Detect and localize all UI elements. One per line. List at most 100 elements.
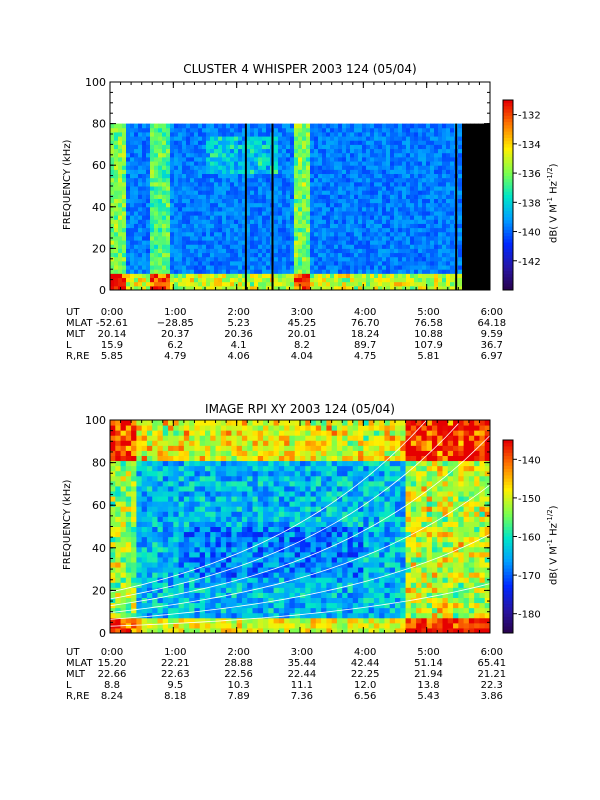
spectrogram-cell (450, 165, 455, 170)
spectrogram-cell (294, 186, 299, 191)
spectrogram-cell (278, 177, 283, 183)
spectrogram-cell (214, 265, 219, 270)
spectrogram-cell (150, 244, 155, 249)
spectrogram-cell (186, 177, 191, 183)
spectrogram-cell (131, 572, 137, 578)
spectrogram-cell (125, 627, 132, 634)
spectrogram-cell (466, 161, 471, 166)
spectrogram-cell (110, 273, 115, 279)
spectrogram-cell (430, 215, 435, 220)
spectrogram-cell (278, 181, 283, 187)
spectrogram-cell (206, 127, 211, 133)
spectrogram-cell (178, 198, 183, 204)
spectrogram-cell (110, 252, 115, 258)
spectrogram-cell (410, 148, 415, 154)
spectrogram-cell (214, 244, 219, 249)
spectrogram-cell (358, 231, 363, 237)
spectrogram-cell (186, 173, 191, 179)
spectrogram-cell (226, 541, 232, 548)
spectrogram-cell (250, 231, 255, 237)
spectrogram-cell (162, 231, 167, 237)
spectrogram-cell (214, 198, 219, 204)
spectrogram-cell (166, 235, 171, 241)
spectrogram-cell (298, 144, 303, 150)
spectrogram-cell (330, 177, 335, 183)
spectrogram-cell (138, 156, 143, 162)
spectrogram-cell (215, 556, 222, 563)
spectrogram-cell (205, 582, 211, 588)
spectrogram-cell (141, 536, 148, 543)
spectrogram-cell (118, 194, 123, 199)
spectrogram-cell (426, 227, 431, 233)
spectrogram-cell (178, 622, 185, 629)
spectrogram-cell (150, 269, 155, 274)
spectrogram-cell (238, 181, 243, 187)
spectrogram-cell (254, 177, 259, 183)
spectrogram-cell (242, 285, 247, 291)
spectrogram-cell (266, 156, 271, 162)
spectrogram-cell (342, 136, 347, 141)
spectrogram-cell (470, 165, 475, 170)
spectrogram-cell (138, 219, 143, 224)
spectrogram-cell (210, 190, 215, 195)
spectrogram-cell (390, 177, 395, 183)
spectrogram-cell (110, 240, 115, 245)
spectrogram-cell (110, 526, 116, 533)
spectrogram-cell (150, 248, 155, 254)
spectrogram-cell (422, 127, 427, 133)
spectrogram-cell (146, 148, 151, 154)
spectrogram-cell (115, 567, 122, 573)
spectrogram-cell (302, 235, 307, 241)
spectrogram-cell (125, 425, 132, 431)
spectrogram-cell (338, 156, 343, 162)
spectrogram-cell (242, 131, 247, 137)
spectrogram-cell (186, 269, 191, 274)
spectrogram-cell (286, 140, 291, 145)
spectrogram-cell (178, 177, 183, 183)
spectrogram-cell (162, 190, 167, 195)
spectrogram-cell (346, 227, 351, 233)
spectrogram-cell (346, 169, 351, 175)
spectrogram-cell (246, 252, 251, 258)
spectrogram-cell (370, 206, 375, 212)
spectrogram-cell (134, 231, 139, 237)
spectrogram-cell (131, 445, 137, 451)
spectrogram-cell (136, 435, 143, 441)
spectrogram-cell (226, 273, 231, 279)
spectrogram-cell (278, 260, 283, 266)
spectrogram-cell (458, 148, 463, 154)
spectrogram-cell (170, 190, 175, 195)
spectrogram-cell (198, 219, 203, 224)
spectrogram-cell (266, 219, 271, 224)
spectrogram-cell (189, 627, 195, 634)
spectrogram-cell (182, 186, 187, 191)
spectrogram-cell (370, 165, 375, 170)
spectrogram-cell (314, 202, 319, 208)
spectrogram-cell (474, 273, 479, 279)
spectrogram-cell (190, 136, 195, 141)
colorbar-swatch (503, 106, 513, 110)
spectrogram-cell (278, 273, 283, 279)
spectrogram-cell (310, 235, 315, 241)
spectrogram-cell (466, 169, 471, 175)
spectrogram-cell (183, 577, 190, 583)
spectrogram-cell (122, 248, 127, 254)
spectrogram-cell (458, 186, 463, 191)
spectrogram-cell (178, 567, 185, 573)
spectrogram-cell (154, 186, 159, 191)
spectrogram-cell (402, 136, 407, 141)
spectrogram-cell (278, 252, 283, 258)
spectrogram-cell (178, 202, 183, 208)
spectrogram-cell (478, 169, 483, 175)
spectrogram-cell (158, 227, 163, 233)
spectrogram-cell (226, 627, 232, 634)
spectrogram-cell (189, 430, 195, 436)
spectrogram-cell (158, 273, 163, 279)
spectrogram-cell (168, 445, 174, 451)
spectrogram-cell (458, 210, 463, 216)
spectrogram-cell (474, 140, 479, 145)
spectrogram-cell (146, 430, 153, 436)
spectrogram-cell (426, 260, 431, 266)
spectrogram-cell (136, 562, 143, 568)
spectrogram-cell (194, 541, 201, 548)
